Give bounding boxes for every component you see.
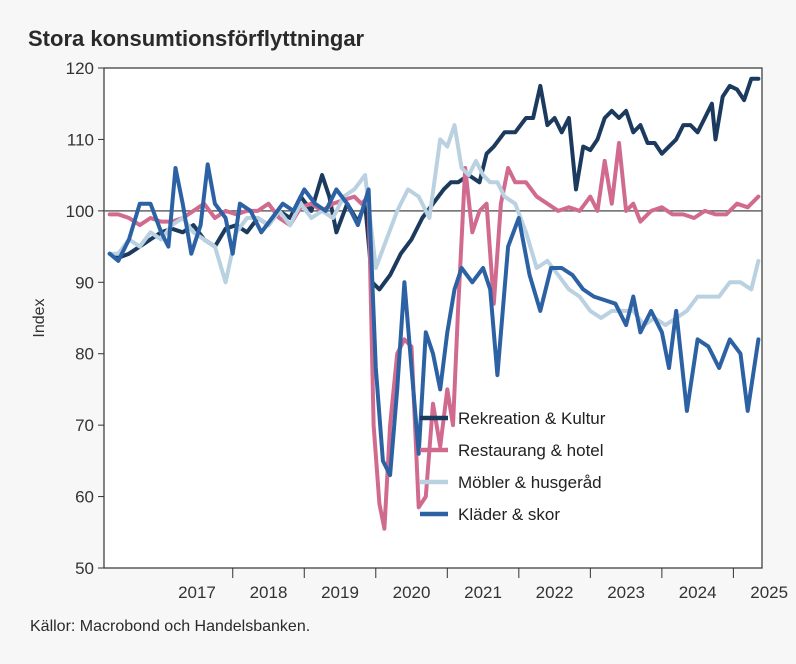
y-tick-label: 100 [66,202,94,221]
y-axis: 50 60 70 80 90 100 110 120 [66,59,104,578]
y-tick-label: 70 [75,416,94,435]
legend-label: Restaurang & hotel [458,441,604,460]
y-tick-label: 120 [66,59,94,78]
series-line-rekreation-kultur [107,76,761,292]
plot-area [103,67,763,569]
x-tick-label: 2024 [679,583,717,602]
series-line-m-bler-husger-d [107,123,761,328]
y-tick-label: 50 [75,559,94,578]
series-line-restaurang-hotel [107,141,761,531]
x-tick-label: 2020 [393,583,431,602]
y-tick-label: 110 [67,130,94,149]
x-tick-label: 2022 [536,583,574,602]
legend-label: Kläder & skor [458,505,560,524]
y-tick-label: 90 [75,273,94,292]
x-tick-label: 2017 [178,583,216,602]
x-tick-label: 2023 [607,583,645,602]
x-tick-label: 2025 [750,583,788,602]
x-tick-label: 2018 [250,583,288,602]
chart-title: Stora konsumtionsförflyttningar [28,26,365,51]
legend: Rekreation & Kultur Restaurang & hotel Möb… [420,409,606,524]
y-tick-label: 80 [75,345,94,364]
series-line-kl-der-skor [107,162,761,478]
y-axis-label: Index [31,298,48,337]
x-axis: 2017 2018 2019 2020 2021 2022 2023 2024 2025 [178,568,788,602]
x-tick-label: 2019 [321,583,359,602]
y-tick-label: 60 [75,488,94,507]
source-note: Källor: Macrobond och Handelsbanken. [30,618,311,635]
legend-label: Möbler & husgeråd [458,473,602,492]
series-group [107,76,761,531]
x-tick-label: 2021 [464,583,502,602]
legend-label: Rekreation & Kultur [458,409,606,428]
